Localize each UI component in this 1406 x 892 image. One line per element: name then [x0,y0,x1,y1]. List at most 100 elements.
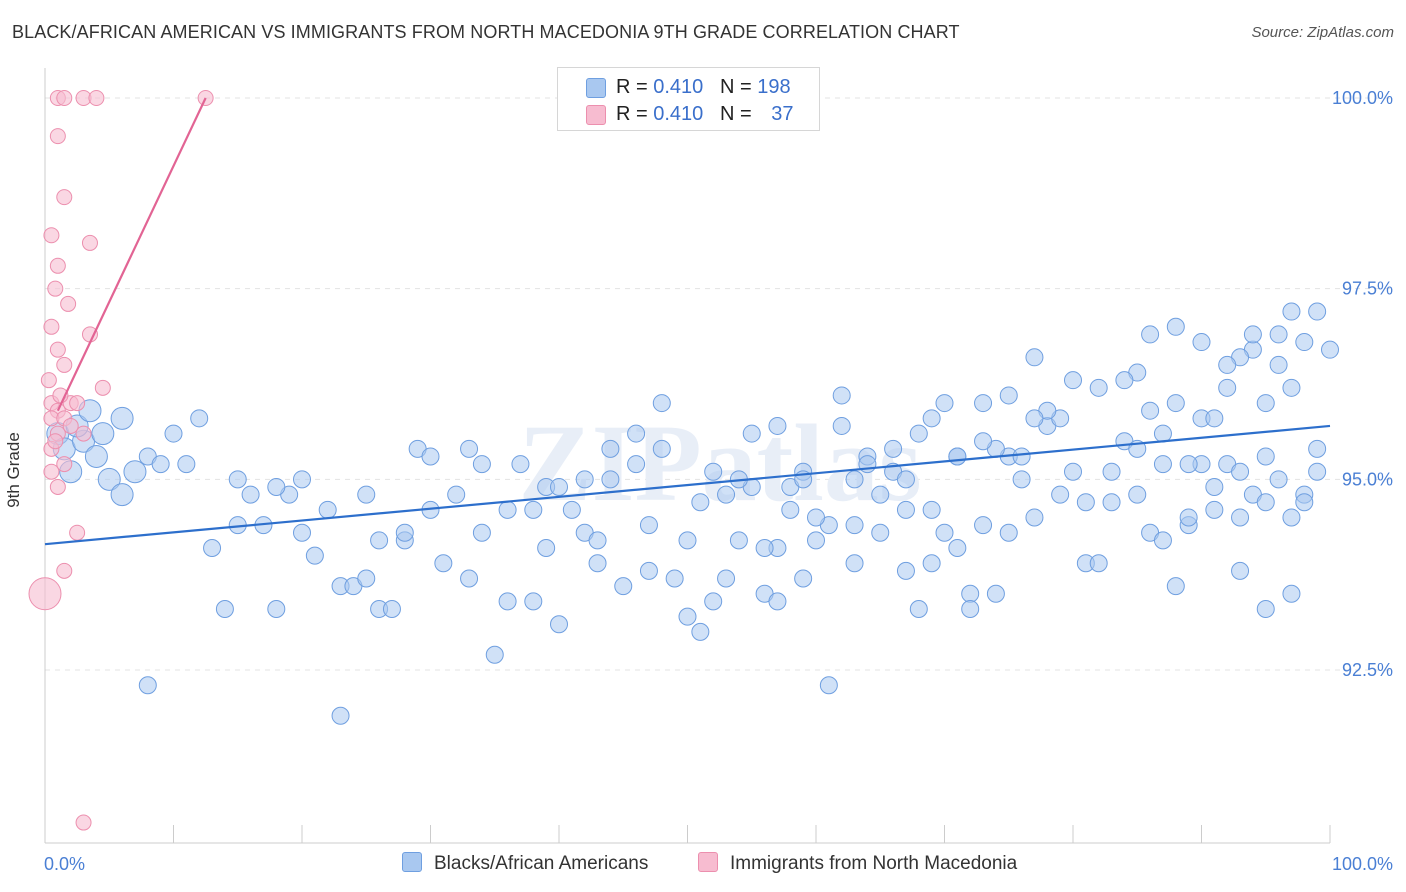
data-point [935,394,954,413]
data-point [871,523,890,542]
data-point [28,577,62,611]
data-point [896,470,915,489]
data-point [588,554,607,573]
data-point [1269,355,1288,374]
data-point [1089,554,1108,573]
data-point [91,422,115,446]
data-point [1064,371,1082,390]
data-point [1282,302,1301,321]
data-point [94,379,111,396]
data-point [498,592,517,611]
data-point [1025,409,1044,428]
data-point [845,516,864,535]
data-point [472,455,491,474]
data-point [472,523,491,542]
data-point [110,406,134,430]
data-point [562,500,581,519]
data-point [550,615,568,634]
data-point [1153,531,1172,550]
data-point [909,599,928,618]
data-point [43,318,60,335]
data-point [922,409,941,428]
data-point [138,676,157,695]
data-point [1231,462,1250,481]
data-point [884,439,903,458]
data-point [974,516,993,535]
data-point [60,295,77,312]
data-point [1012,447,1031,466]
data-point [177,455,196,474]
data-point [652,439,671,458]
data-point [986,584,1005,603]
data-point [97,467,121,491]
data-point [922,554,941,573]
data-point [84,444,108,468]
x-tick-label: 0.0% [44,854,85,874]
data-point [665,569,684,588]
data-point [781,500,800,519]
data-point [1076,493,1095,512]
data-point [1153,455,1172,474]
data-point [1205,409,1224,428]
data-point [228,470,247,489]
data-point [704,592,723,611]
data-point [691,493,710,512]
data-point [164,424,183,443]
data-point [56,356,73,373]
data-point [524,592,543,611]
data-point [1308,302,1327,321]
y-tick-label: 92.5% [1342,660,1393,680]
data-point [550,477,568,496]
data-point [1128,485,1147,504]
y-tick-label: 97.5% [1342,279,1393,299]
legend-r-value: 0.410 [653,103,704,125]
data-point [267,599,286,618]
data-point [1141,325,1160,344]
data-point [601,439,620,458]
legend-swatch-blue [402,852,422,872]
data-point [1269,325,1288,344]
data-point [832,386,851,405]
data-point [267,477,286,496]
legend-r-label: R = [616,76,654,98]
data-point [639,561,658,580]
data-point [293,523,311,542]
data-point [1025,348,1044,367]
data-point [331,706,350,725]
data-point [110,483,134,507]
data-point [203,538,222,557]
data-point [1141,401,1160,420]
legend-r-value: 0.410 [653,76,704,98]
data-point [1269,470,1288,489]
data-point [215,599,234,618]
data-point [1321,340,1339,359]
legend-swatch-pink [698,852,718,872]
data-point [1102,462,1121,481]
data-point [511,455,530,474]
data-point [1179,455,1198,474]
data-point [460,569,479,588]
data-point [1295,493,1314,512]
data-point [1025,508,1044,527]
data-point [1179,508,1198,527]
data-point [1308,439,1327,458]
data-point [357,485,376,504]
data-point [755,538,774,557]
data-point [614,577,633,596]
data-point [56,189,73,206]
data-point [49,478,66,495]
data-point [1102,493,1121,512]
data-point [961,599,980,618]
data-point [717,485,736,504]
data-point [1012,470,1031,489]
legend-n-value: 37 [771,103,794,125]
data-point [575,470,594,489]
data-point [845,470,864,489]
axes [44,68,1331,844]
data-point [1231,508,1250,527]
gridlines [45,97,1390,671]
data-point [1256,493,1275,512]
data-point [678,607,697,626]
data-point [1308,462,1327,481]
